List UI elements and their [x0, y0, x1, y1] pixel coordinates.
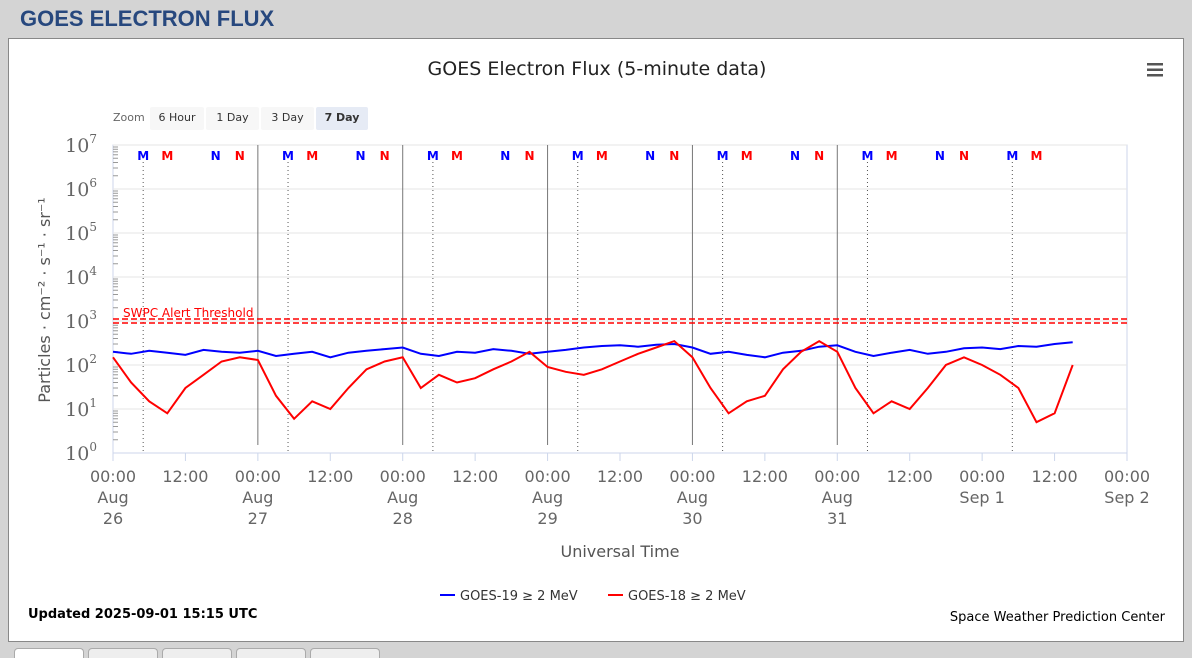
legend-label: GOES-19 ≥ 2 MeV — [460, 589, 578, 604]
x-tick-time: 00:00 — [90, 467, 136, 486]
orbit-marker-N: N — [524, 149, 534, 163]
orbit-marker-N: N — [500, 149, 510, 163]
orbit-marker-M: M — [306, 149, 318, 163]
orbit-marker-M: M — [161, 149, 173, 163]
zoom-button-6-hour[interactable]: 6 Hour — [150, 107, 204, 130]
y-tick-label: 101 — [65, 396, 97, 421]
orbit-marker-M: M — [1030, 149, 1042, 163]
plot-area — [112, 144, 1128, 454]
zoom-button-label: 7 Day — [325, 111, 360, 124]
legend-item[interactable]: GOES-18 ≥ 2 MeV — [608, 589, 746, 604]
page-title: GOES ELECTRON FLUX — [20, 6, 275, 31]
x-tick-time: 00:00 — [959, 467, 1005, 486]
y-tick-label: 104 — [65, 264, 97, 289]
x-tick-date: Sep 2 — [1104, 488, 1149, 507]
x-tick-time: 00:00 — [380, 467, 426, 486]
zoom-button-1-day[interactable]: 1 Day — [206, 107, 259, 130]
tab-1[interactable] — [14, 648, 84, 658]
x-tick-time: 00:00 — [525, 467, 571, 486]
orbit-marker-M: M — [427, 149, 439, 163]
x-tick-day: 30 — [682, 509, 702, 528]
y-tick-label: 107 — [65, 132, 97, 157]
x-tick-time: 12:00 — [742, 467, 788, 486]
x-tick-time: 00:00 — [814, 467, 860, 486]
zoom-button-label: 6 Hour — [159, 111, 196, 124]
orbit-marker-N: N — [669, 149, 679, 163]
zoom-label: Zoom — [113, 111, 145, 124]
x-tick-time: 00:00 — [1104, 467, 1150, 486]
x-tick-day: 31 — [827, 509, 847, 528]
orbit-marker-M: M — [282, 149, 294, 163]
orbit-marker-M: M — [886, 149, 898, 163]
orbit-marker-M: M — [596, 149, 608, 163]
orbit-marker-N: N — [935, 149, 945, 163]
x-tick-date: Aug — [677, 488, 708, 507]
x-tick-time: 12:00 — [1032, 467, 1078, 486]
x-tick-date: Aug — [242, 488, 273, 507]
x-tick-date: Sep 1 — [959, 488, 1004, 507]
x-tick-day: 29 — [537, 509, 557, 528]
tab-5[interactable] — [310, 648, 380, 658]
legend-item[interactable]: GOES-19 ≥ 2 MeV — [440, 589, 578, 604]
x-tick-day: 28 — [393, 509, 413, 528]
x-tick-time: 12:00 — [887, 467, 933, 486]
orbit-marker-N: N — [235, 149, 245, 163]
orbit-marker-N: N — [959, 149, 969, 163]
orbit-marker-M: M — [137, 149, 149, 163]
x-tick-time: 12:00 — [162, 467, 208, 486]
orbit-marker-N: N — [355, 149, 365, 163]
y-tick-label: 105 — [65, 220, 97, 245]
x-axis-title: Universal Time — [560, 542, 679, 561]
orbit-marker-N: N — [790, 149, 800, 163]
orbit-marker-M: M — [572, 149, 584, 163]
chart-title: GOES Electron Flux (5-minute data) — [428, 58, 767, 80]
x-tick-time: 12:00 — [452, 467, 498, 486]
x-tick-day: 26 — [103, 509, 123, 528]
x-tick-time: 12:00 — [307, 467, 353, 486]
orbit-marker-M: M — [451, 149, 463, 163]
y-tick-label: 103 — [65, 308, 97, 333]
orbit-marker-N: N — [814, 149, 824, 163]
zoom-button-7-day[interactable]: 7 Day — [316, 107, 368, 130]
x-tick-day: 27 — [248, 509, 268, 528]
zoom-button-3-day[interactable]: 3 Day — [261, 107, 314, 130]
x-tick-date: Aug — [822, 488, 853, 507]
series-line-goes19 — [112, 341, 1073, 359]
tab-4[interactable] — [236, 648, 306, 658]
orbit-marker-M: M — [861, 149, 873, 163]
x-tick-time: 00:00 — [669, 467, 715, 486]
legend-label: GOES-18 ≥ 2 MeV — [628, 589, 746, 604]
y-tick-label: 102 — [65, 352, 97, 377]
zoom-button-label: 3 Day — [271, 111, 304, 124]
x-tick-time: 12:00 — [597, 467, 643, 486]
hamburger-menu-icon[interactable] — [1147, 63, 1163, 77]
orbit-marker-M: M — [1006, 149, 1018, 163]
bottom-tabs — [14, 648, 380, 658]
orbit-marker-M: M — [741, 149, 753, 163]
series-line-goes18 — [112, 339, 1074, 424]
updated-timestamp: Updated 2025-09-01 15:15 UTC — [28, 607, 257, 622]
tab-2[interactable] — [88, 648, 158, 658]
orbit-marker-N: N — [211, 149, 221, 163]
orbit-marker-M: M — [717, 149, 729, 163]
orbit-marker-N: N — [645, 149, 655, 163]
x-tick-date: Aug — [387, 488, 418, 507]
threshold-label: SWPC Alert Threshold — [123, 306, 253, 320]
x-tick-time: 00:00 — [235, 467, 281, 486]
zoom-button-label: 1 Day — [216, 111, 249, 124]
x-tick-date: Aug — [97, 488, 128, 507]
y-tick-label: 100 — [65, 440, 97, 465]
x-tick-date: Aug — [532, 488, 563, 507]
y-tick-label: 106 — [65, 176, 97, 201]
credit-label: Space Weather Prediction Center — [950, 610, 1166, 625]
y-axis-title: Particles · cm⁻² · s⁻¹ · sr⁻¹ — [35, 197, 54, 402]
orbit-marker-N: N — [380, 149, 390, 163]
tab-3[interactable] — [162, 648, 232, 658]
